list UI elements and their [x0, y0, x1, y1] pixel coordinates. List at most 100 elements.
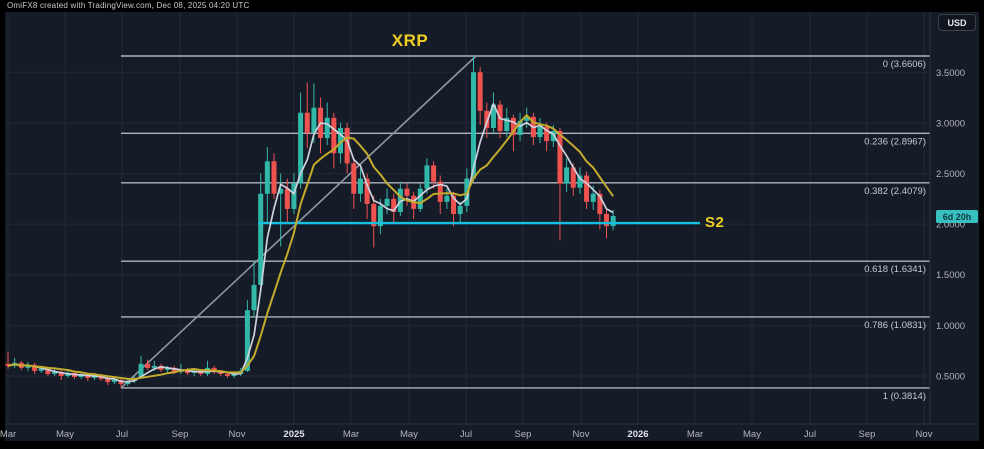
currency-toggle-label: USD — [947, 17, 967, 28]
candle-body — [550, 130, 556, 142]
price-tick-label: 1.0000 — [936, 321, 965, 332]
candle-body — [444, 195, 450, 202]
time-tick-label: Sep — [515, 429, 532, 440]
candle-body — [437, 181, 443, 202]
price-tick-label: 3.5000 — [936, 68, 965, 79]
candle-body — [244, 310, 250, 371]
candle-body — [251, 284, 257, 311]
candle-body — [451, 195, 457, 214]
candle-body — [537, 126, 543, 138]
candle-body — [404, 188, 410, 196]
candle-body — [417, 188, 423, 209]
time-tick-label: 2026 — [627, 429, 648, 440]
candle-body — [158, 365, 164, 370]
candle-body — [331, 117, 337, 154]
time-tick-label: Sep — [859, 429, 876, 440]
candle-body — [584, 175, 590, 202]
candle-body — [510, 117, 516, 136]
fib-level-label: 0.236 (2.8967) — [864, 136, 926, 147]
price-tick-label: 0.5000 — [936, 371, 965, 382]
slow-ma-line — [7, 114, 614, 380]
candle-body — [291, 183, 297, 209]
time-tick-label: Nov — [573, 429, 590, 440]
currency-toggle-button[interactable]: USD — [938, 14, 976, 31]
fib-level-label: 1 (0.3814) — [883, 391, 926, 402]
candle-body — [504, 117, 510, 131]
fib-level-label: 0 (3.6606) — [883, 59, 926, 70]
candle-body — [278, 188, 284, 194]
countdown-badge — [936, 210, 978, 223]
fast-ma-line — [7, 103, 614, 383]
candle-body — [484, 110, 490, 128]
candle-body — [357, 178, 363, 194]
candle-body — [590, 193, 596, 202]
fib-level-label: 0.618 (1.6341) — [864, 264, 926, 275]
candle-body — [344, 127, 350, 164]
candle-body — [304, 112, 310, 134]
time-tick-label: Mar — [687, 429, 703, 440]
candle-body — [264, 161, 270, 194]
candle-body — [557, 130, 563, 184]
topbar-text: OmiFX8 created with TradingView.com, Dec… — [7, 1, 250, 10]
candle-body — [25, 364, 31, 368]
candle-body — [570, 167, 576, 188]
candle-body — [524, 116, 530, 121]
candle-body — [490, 104, 496, 128]
candle-body — [471, 72, 476, 179]
price-tick-label: 3.0000 — [936, 118, 965, 129]
candle-body — [38, 368, 44, 371]
candle-body — [604, 213, 609, 227]
time-tick-label: Sep — [172, 429, 189, 440]
candle-body — [364, 178, 370, 204]
candle-body — [58, 371, 64, 376]
candle-body — [517, 120, 523, 136]
price-tick-label: 2.0000 — [936, 220, 965, 231]
candle-body — [165, 367, 171, 370]
time-tick-label: Nov — [916, 429, 933, 440]
candle-body — [610, 216, 616, 227]
topbar: OmiFX8 created with TradingView.com, Dec… — [0, 0, 984, 12]
candle-body — [271, 161, 277, 194]
candle-body — [145, 363, 151, 368]
candle-body — [477, 72, 483, 111]
candle-body — [138, 363, 144, 379]
candle-body — [564, 167, 570, 184]
candle-body — [105, 379, 111, 383]
chart-title: XRP — [391, 31, 429, 50]
candle-body — [171, 367, 177, 372]
price-tick-label: 2.5000 — [936, 169, 965, 180]
time-tick-label: Jul — [804, 429, 816, 440]
candle-body — [457, 205, 463, 214]
support-line-label[interactable]: S2 — [705, 214, 725, 231]
candle-body — [52, 371, 58, 374]
candle-body — [371, 203, 377, 227]
time-tick-label: Mar — [343, 429, 359, 440]
fib-level-label: 0.786 (1.0831) — [864, 320, 926, 331]
candle-body — [45, 368, 51, 374]
candle-body — [32, 364, 38, 371]
candle-body — [284, 188, 290, 209]
candle-body — [384, 198, 390, 206]
time-tick-label: Mar — [0, 429, 16, 440]
time-tick-label: May — [56, 429, 74, 440]
candle-body — [311, 107, 317, 134]
candle-body — [431, 165, 437, 182]
candle-body — [151, 365, 157, 368]
candle-body — [351, 163, 357, 194]
candle-body — [258, 193, 264, 285]
time-tick-label: 2025 — [283, 429, 305, 440]
time-tick-label: May — [743, 429, 761, 440]
countdown-badge-label: 6d 20h — [943, 212, 972, 222]
candle-body — [338, 127, 343, 154]
candle-body — [577, 175, 583, 188]
candle-body — [424, 165, 430, 189]
time-tick-label: Nov — [229, 429, 246, 440]
candle-body — [5, 363, 11, 366]
candle-body — [218, 371, 224, 374]
candle-body — [597, 193, 603, 214]
fib-level-label: 0.382 (2.4079) — [864, 186, 926, 197]
candle-body — [377, 205, 383, 227]
candle-body — [324, 117, 330, 139]
time-tick-label: Jul — [116, 429, 128, 440]
